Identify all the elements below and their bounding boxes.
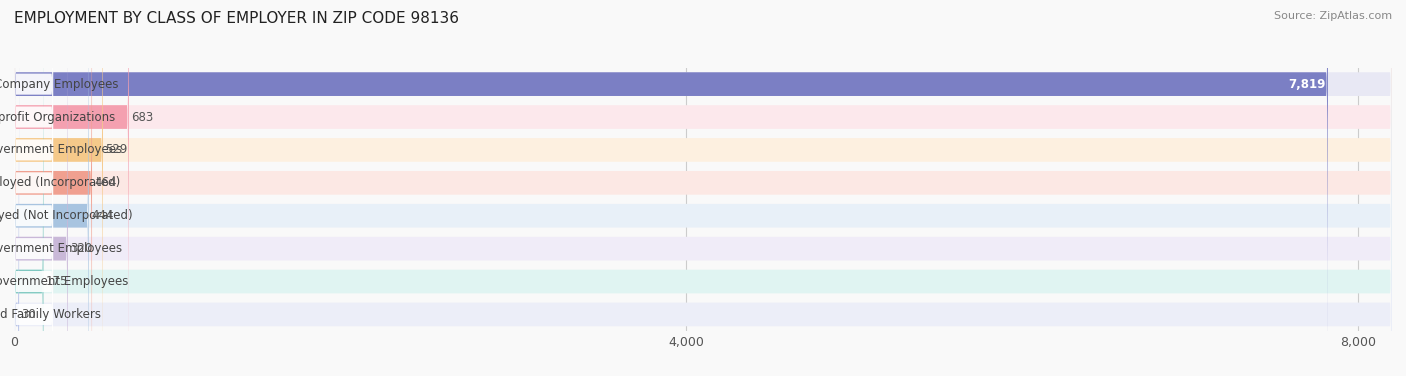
FancyBboxPatch shape <box>14 0 129 376</box>
FancyBboxPatch shape <box>14 0 53 337</box>
FancyBboxPatch shape <box>14 0 67 376</box>
FancyBboxPatch shape <box>14 29 53 376</box>
FancyBboxPatch shape <box>14 0 1392 376</box>
Text: 444: 444 <box>91 209 114 222</box>
FancyBboxPatch shape <box>14 0 1392 376</box>
Text: Unpaid Family Workers: Unpaid Family Workers <box>0 308 101 321</box>
FancyBboxPatch shape <box>14 0 1392 376</box>
FancyBboxPatch shape <box>14 0 89 376</box>
FancyBboxPatch shape <box>14 0 1392 376</box>
Text: Federal Government Employees: Federal Government Employees <box>0 275 128 288</box>
FancyBboxPatch shape <box>14 62 53 376</box>
FancyBboxPatch shape <box>14 0 1392 376</box>
Text: 529: 529 <box>105 143 128 156</box>
Text: State Government Employees: State Government Employees <box>0 242 122 255</box>
Text: Private Company Employees: Private Company Employees <box>0 77 118 91</box>
FancyBboxPatch shape <box>14 0 53 370</box>
FancyBboxPatch shape <box>14 0 20 376</box>
Text: Source: ZipAtlas.com: Source: ZipAtlas.com <box>1274 11 1392 21</box>
Text: Self-Employed (Incorporated): Self-Employed (Incorporated) <box>0 176 121 190</box>
Text: Not-for-profit Organizations: Not-for-profit Organizations <box>0 111 115 124</box>
FancyBboxPatch shape <box>14 0 1392 376</box>
FancyBboxPatch shape <box>14 0 1392 376</box>
FancyBboxPatch shape <box>14 0 53 376</box>
Text: 683: 683 <box>131 111 153 124</box>
FancyBboxPatch shape <box>14 0 44 376</box>
FancyBboxPatch shape <box>14 0 1327 376</box>
FancyBboxPatch shape <box>14 0 53 376</box>
FancyBboxPatch shape <box>14 0 53 376</box>
Text: 175: 175 <box>46 275 69 288</box>
Text: Self-Employed (Not Incorporated): Self-Employed (Not Incorporated) <box>0 209 132 222</box>
FancyBboxPatch shape <box>14 0 53 376</box>
FancyBboxPatch shape <box>14 0 91 376</box>
Text: 464: 464 <box>94 176 117 190</box>
Text: 320: 320 <box>70 242 93 255</box>
Text: EMPLOYMENT BY CLASS OF EMPLOYER IN ZIP CODE 98136: EMPLOYMENT BY CLASS OF EMPLOYER IN ZIP C… <box>14 11 460 26</box>
Text: Local Government Employees: Local Government Employees <box>0 143 122 156</box>
Text: 7,819: 7,819 <box>1288 77 1326 91</box>
FancyBboxPatch shape <box>14 0 1392 376</box>
Text: 30: 30 <box>21 308 37 321</box>
FancyBboxPatch shape <box>14 0 103 376</box>
